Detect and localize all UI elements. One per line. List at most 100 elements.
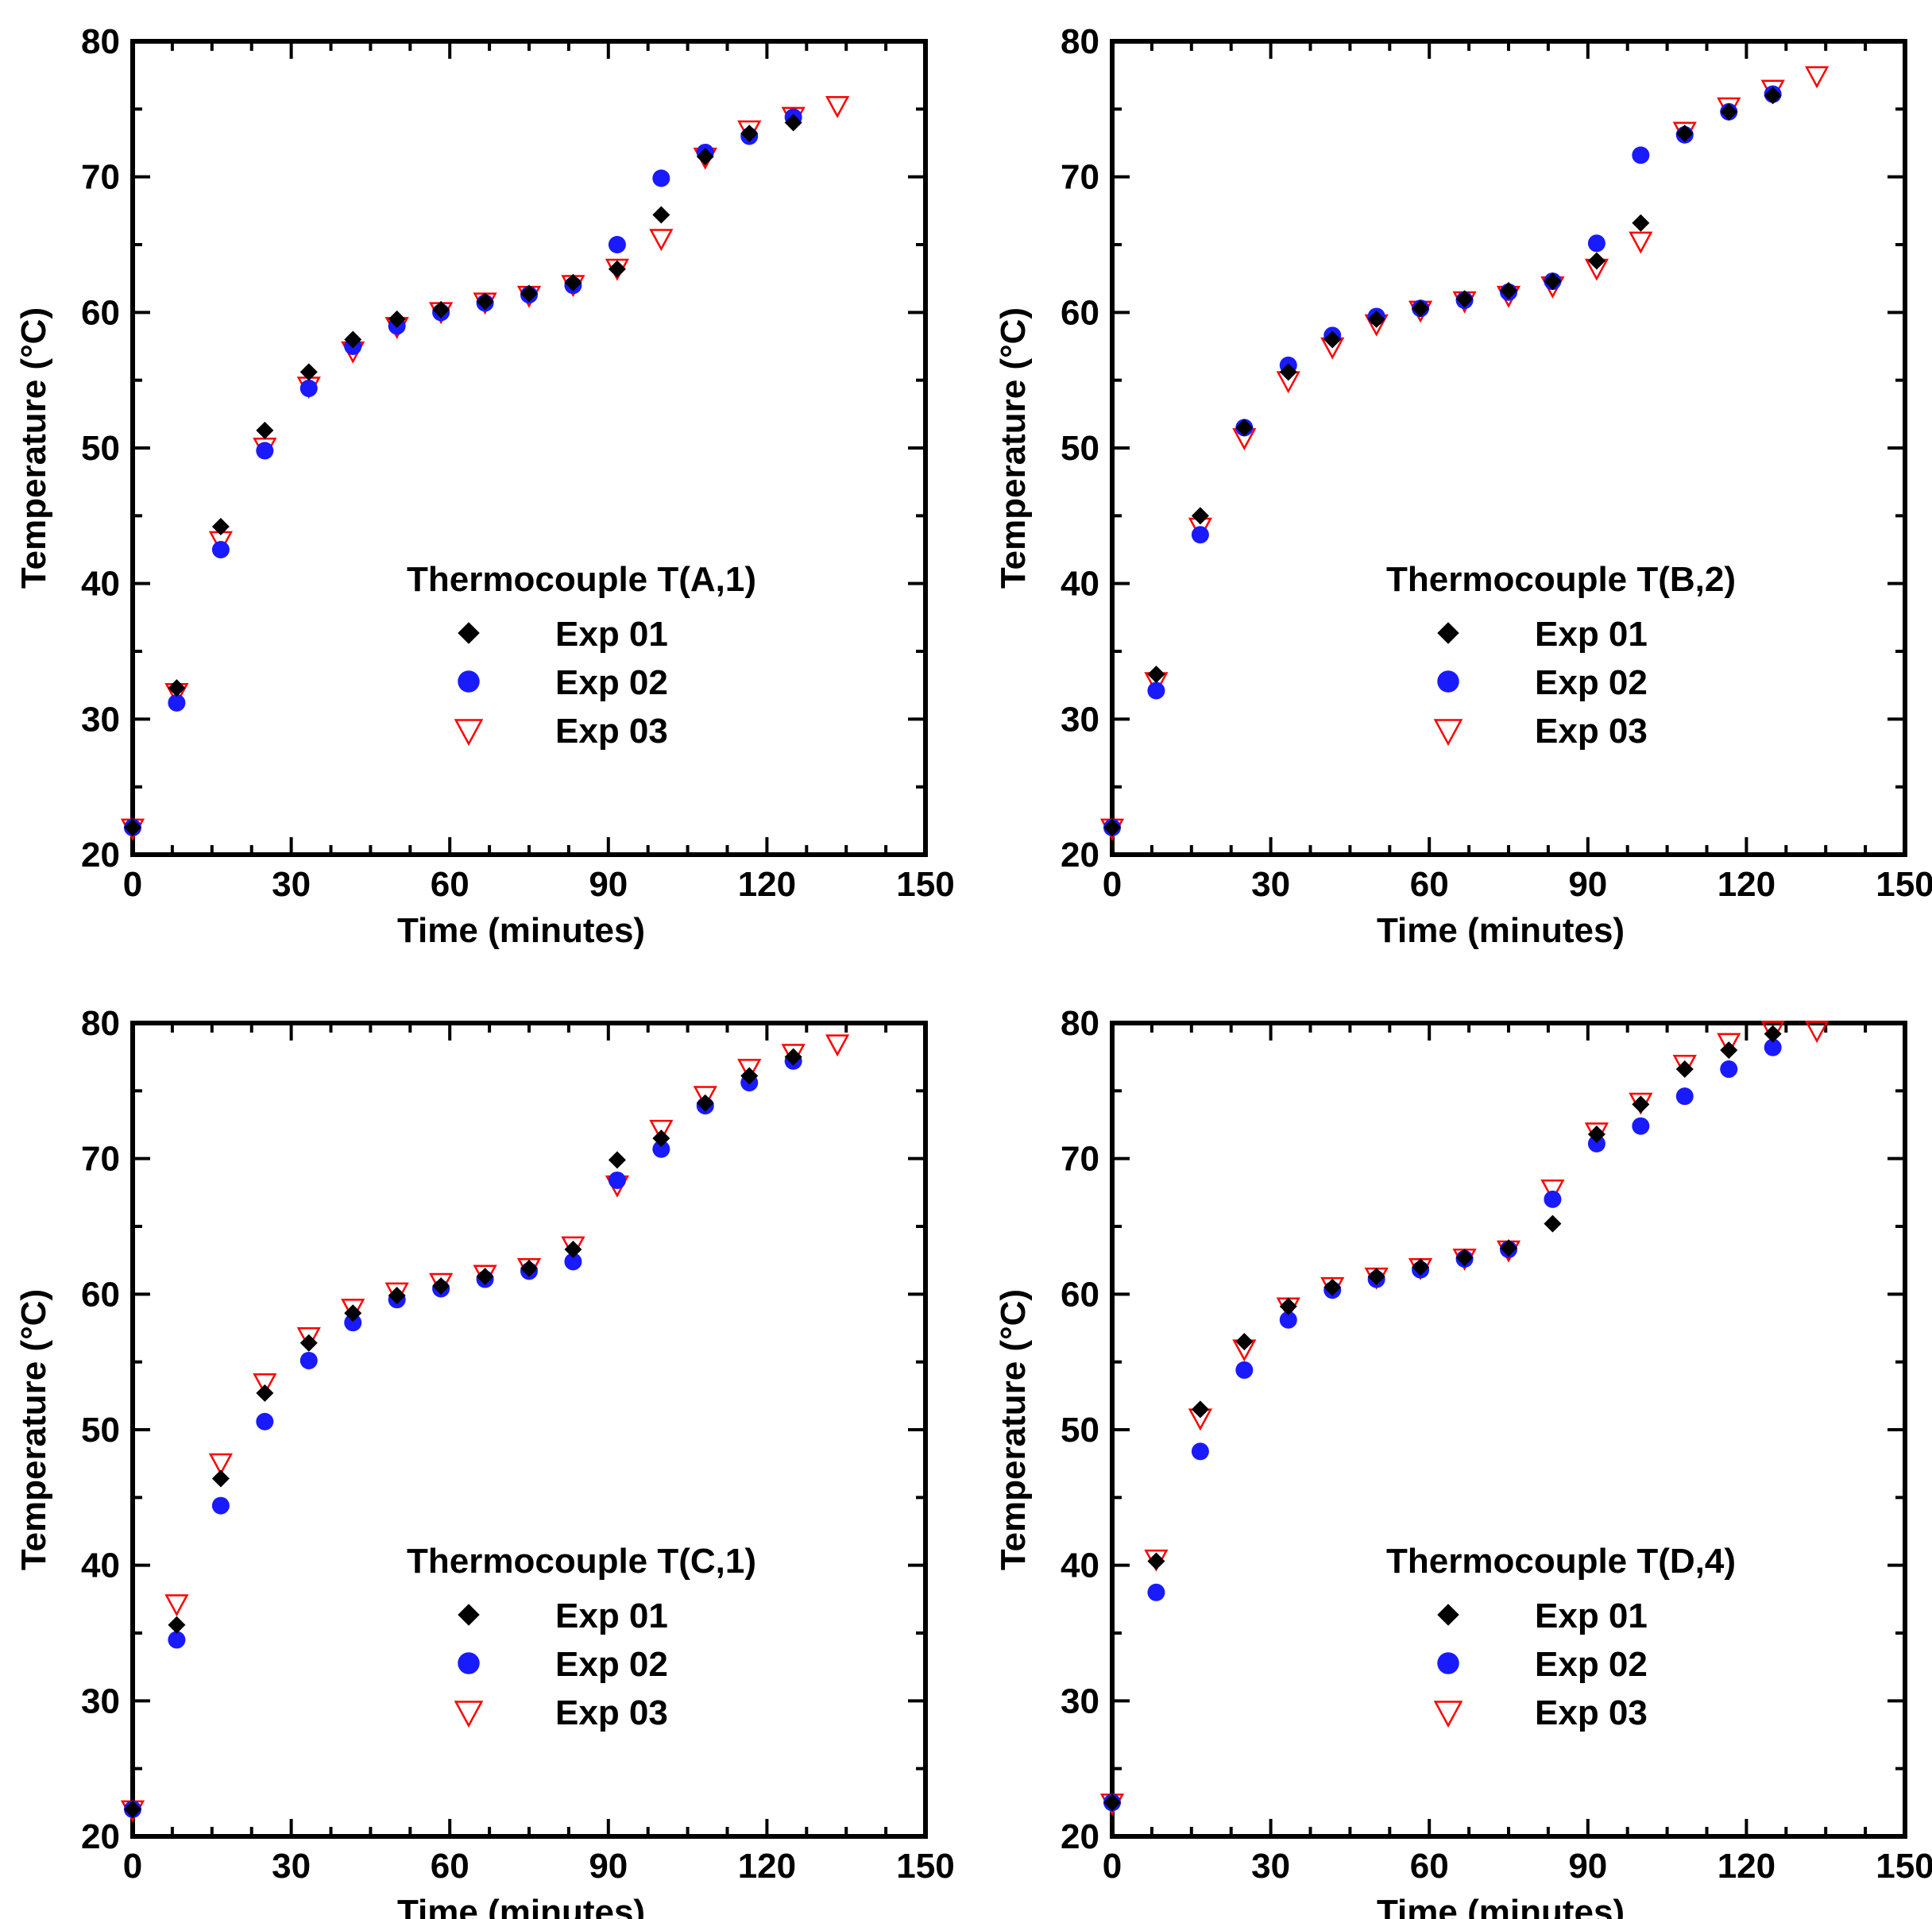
y-tick-label: 60 xyxy=(81,1275,120,1314)
x-tick-label: 30 xyxy=(1251,865,1290,904)
y-tick-label: 40 xyxy=(1061,565,1099,604)
data-point-exp01 xyxy=(124,1800,141,1818)
legend-label-1: Exp 01 xyxy=(555,1597,668,1635)
data-point-exp01 xyxy=(1147,1552,1165,1570)
data-point-exp03 xyxy=(296,1326,321,1349)
legend-label-3: Exp 03 xyxy=(555,1693,668,1732)
data-point-exp02 xyxy=(344,1314,362,1332)
y-tick-label: 50 xyxy=(1061,429,1099,468)
data-point-exp01 xyxy=(476,1268,494,1286)
data-point-exp03 xyxy=(341,1299,365,1322)
data-point-exp01 xyxy=(784,114,802,132)
data-point-exp01 xyxy=(211,1469,230,1488)
x-tick-label: 90 xyxy=(1568,1847,1607,1886)
y-tick-label: 20 xyxy=(81,1817,120,1856)
data-point-exp02 xyxy=(1587,234,1605,253)
data-point-exp01 xyxy=(1455,1249,1474,1267)
data-point-exp01 xyxy=(344,330,362,349)
legend-marker-1 xyxy=(1437,1604,1459,1626)
data-point-exp03 xyxy=(1804,66,1830,89)
data-point-exp01 xyxy=(696,148,714,166)
y-tick-label: 60 xyxy=(81,293,120,332)
chart-panel-1: 0 30 60 90 120 150 20 30 40 50 60 70 80 Time (minutes… xyxy=(14,22,955,950)
plot-frame xyxy=(1110,1021,1907,1839)
y-tick-label: 50 xyxy=(81,1411,120,1450)
data-point-exp01 xyxy=(1587,1125,1605,1143)
y-tick-label: 20 xyxy=(1061,1817,1099,1856)
y-tick-label: 30 xyxy=(1061,700,1099,739)
y-axis-label: Temperature (°C) xyxy=(14,307,53,589)
data-point-exp01 xyxy=(564,273,582,292)
data-point-exp01 xyxy=(520,1259,538,1277)
y-tick-label: 80 xyxy=(81,22,120,61)
legend-label-1: Exp 01 xyxy=(555,615,668,654)
data-point-exp01 xyxy=(564,1241,582,1259)
x-axis-label: Time (minutes) xyxy=(397,1893,645,1919)
y-tick-label: 30 xyxy=(1061,1682,1099,1720)
data-point-exp03 xyxy=(649,229,674,252)
x-tick-label: 120 xyxy=(738,865,796,904)
plot-frame xyxy=(130,39,928,857)
data-point-exp01 xyxy=(1323,330,1342,349)
data-point-exp02 xyxy=(1632,146,1650,164)
y-axis-label: Temperature (°C) xyxy=(14,1289,53,1570)
data-point-exp02 xyxy=(1279,1311,1297,1329)
data-point-exp02 xyxy=(168,1631,186,1649)
y-tick-label: 70 xyxy=(81,1140,120,1179)
y-tick-label: 70 xyxy=(1061,158,1099,197)
data-point-exp01 xyxy=(1675,1060,1694,1079)
legend-label-3: Exp 03 xyxy=(1535,712,1648,751)
data-point-exp01 xyxy=(256,1384,274,1402)
data-point-exp01 xyxy=(1764,1025,1782,1043)
legend-label-2: Exp 02 xyxy=(555,1645,668,1684)
data-point-exp01 xyxy=(388,1287,406,1305)
legend-label-3: Exp 03 xyxy=(1535,1693,1648,1732)
x-tick-label: 30 xyxy=(272,1847,311,1886)
data-point-exp02 xyxy=(1764,1038,1782,1056)
data-point-exp01 xyxy=(1544,272,1562,291)
data-point-exp01 xyxy=(784,1048,802,1066)
y-tick-label: 40 xyxy=(81,565,120,604)
data-point-exp01 xyxy=(476,292,494,311)
x-tick-label: 120 xyxy=(1718,1847,1776,1886)
data-point-exp03 xyxy=(164,1594,189,1617)
data-point-exp02 xyxy=(1147,1583,1165,1601)
data-point-exp01 xyxy=(388,310,406,328)
data-point-exp02 xyxy=(564,1253,582,1271)
x-tick-label: 90 xyxy=(589,1847,628,1886)
data-point-exp01 xyxy=(1720,1041,1738,1060)
data-point-exp03 xyxy=(1629,231,1653,254)
x-axis-label: Time (minutes) xyxy=(1377,911,1625,950)
data-point-exp01 xyxy=(1500,1239,1517,1257)
x-tick-label: 60 xyxy=(431,1847,469,1886)
data-point-exp02 xyxy=(652,1140,670,1158)
legend-marker-3 xyxy=(1433,719,1463,747)
legend-label-2: Exp 02 xyxy=(1535,1645,1648,1684)
x-tick-label: 0 xyxy=(123,1847,142,1886)
y-tick-label: 80 xyxy=(81,1004,120,1043)
data-point-exp03 xyxy=(253,1373,277,1396)
data-point-exp01 xyxy=(124,818,141,836)
data-point-exp02 xyxy=(608,1171,626,1189)
data-point-exp02 xyxy=(1191,526,1209,544)
data-point-exp01 xyxy=(652,1129,670,1148)
legend-marker-1 xyxy=(1437,622,1459,644)
data-point-exp02 xyxy=(652,169,670,187)
legend-marker-2 xyxy=(458,1652,480,1674)
x-tick-label: 60 xyxy=(1410,1847,1449,1886)
data-point-exp01 xyxy=(608,1151,626,1169)
y-tick-label: 30 xyxy=(81,700,120,739)
data-point-exp03 xyxy=(693,1086,717,1109)
data-point-exp03 xyxy=(825,1034,850,1057)
legend-label-1: Exp 01 xyxy=(1535,1597,1648,1635)
y-tick-label: 70 xyxy=(81,158,120,197)
data-point-exp01 xyxy=(1412,1258,1430,1276)
chart-panel-3: 0 30 60 90 120 150 20 30 40 50 60 70 80 Time (minutes… xyxy=(14,1004,955,1919)
y-tick-label: 30 xyxy=(81,1682,120,1720)
data-point-exp01 xyxy=(211,517,230,535)
x-tick-label: 60 xyxy=(431,865,469,904)
data-point-exp03 xyxy=(208,1453,234,1476)
y-tick-label: 40 xyxy=(81,1546,120,1585)
legend-marker-1 xyxy=(458,1604,480,1626)
legend-marker-2 xyxy=(1437,1652,1459,1674)
